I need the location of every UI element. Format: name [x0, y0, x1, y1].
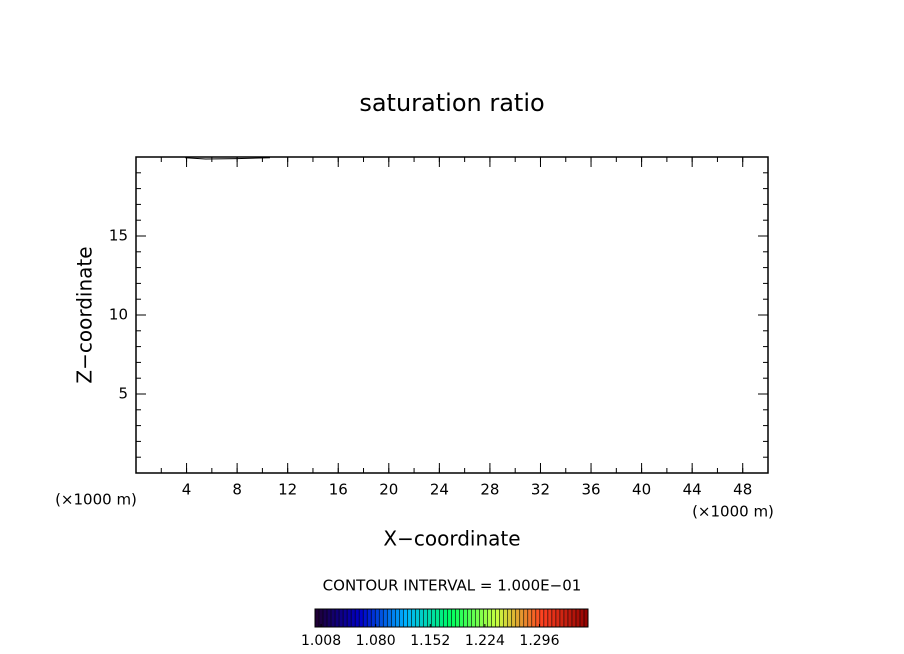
colorbar-stripe: [523, 609, 528, 627]
colorbar-stripe: [483, 609, 488, 627]
colorbar-stripe: [511, 609, 516, 627]
y-tick-label: 10: [109, 306, 128, 324]
y-tick-label: 5: [118, 385, 128, 403]
x-tick-label: 24: [430, 481, 449, 499]
x-tick-label: 36: [581, 481, 600, 499]
contour-interval: CONTOUR INTERVAL = 1.000E−01: [323, 577, 582, 595]
contour-line: [185, 157, 270, 160]
x-tick-label: 28: [480, 481, 499, 499]
colorbar-stripe: [411, 609, 416, 627]
colorbar-stripe: [531, 609, 536, 627]
x-tick-label: 20: [379, 481, 398, 499]
colorbar-stripe: [467, 609, 472, 627]
colorbar-stripe: [383, 609, 388, 627]
colorbar-stripe: [451, 609, 456, 627]
colorbar-stripe: [435, 609, 440, 627]
x-tick-label: 40: [632, 481, 651, 499]
colorbar-stripe: [395, 609, 400, 627]
colorbar-stripe: [563, 609, 568, 627]
colorbar-stripe: [447, 609, 452, 627]
colorbar-stripe: [519, 609, 524, 627]
chart-title: saturation ratio: [359, 89, 544, 117]
colorbar-stripe: [571, 609, 576, 627]
colorbar-stripe: [463, 609, 468, 627]
colorbar-stripe: [495, 609, 500, 627]
colorbar-stripe: [331, 609, 336, 627]
colorbar-stripe: [499, 609, 504, 627]
colorbar-tick-label: 1.224: [465, 633, 505, 649]
colorbar-stripe: [403, 609, 408, 627]
colorbar-stripe: [439, 609, 444, 627]
colorbar-stripe: [443, 609, 448, 627]
colorbar-stripe: [431, 609, 436, 627]
colorbar-stripe: [379, 609, 384, 627]
colorbar-stripe: [459, 609, 464, 627]
colorbar-stripe: [407, 609, 412, 627]
x-tick-label: 44: [683, 481, 702, 499]
colorbar-stripe: [479, 609, 484, 627]
colorbar-stripe: [567, 609, 572, 627]
colorbar-stripe: [551, 609, 556, 627]
x-unit: (×1000 m): [692, 503, 774, 521]
colorbar-stripe: [391, 609, 396, 627]
colorbar-stripe: [423, 609, 428, 627]
colorbar-stripe: [471, 609, 476, 627]
colorbar-stripe: [367, 609, 372, 627]
colorbar-stripe: [399, 609, 404, 627]
colorbar-stripe: [543, 609, 548, 627]
colorbar-stripe: [327, 609, 332, 627]
colorbar-stripe: [515, 609, 520, 627]
x-tick-label: 16: [329, 481, 348, 499]
colorbar-stripe: [475, 609, 480, 627]
colorbar-tick-label: 1.008: [301, 633, 341, 649]
colorbar-stripe: [503, 609, 508, 627]
colorbar-stripe: [527, 609, 532, 627]
colorbar-stripe: [455, 609, 460, 627]
colorbar-stripe: [427, 609, 432, 627]
colorbar-stripe: [583, 609, 588, 627]
colorbar-tick-label: 1.080: [356, 633, 396, 649]
x-tick-label: 8: [232, 481, 242, 499]
colorbar-tick-label: 1.296: [519, 633, 559, 649]
x-tick-label: 12: [278, 481, 297, 499]
colorbar-stripe: [323, 609, 328, 627]
colorbar-stripe: [487, 609, 492, 627]
colorbar-stripe: [319, 609, 324, 627]
colorbar-stripe: [575, 609, 580, 627]
colorbar-stripe: [559, 609, 564, 627]
x-axis-label: X−coordinate: [383, 527, 520, 551]
colorbar-stripe: [315, 609, 320, 627]
colorbar-stripe: [359, 609, 364, 627]
x-tick-label: 48: [733, 481, 752, 499]
colorbar-stripe: [507, 609, 512, 627]
colorbar-stripe: [363, 609, 368, 627]
plot-frame: [135, 156, 769, 474]
colorbar-stripe: [419, 609, 424, 627]
colorbar-stripe: [375, 609, 380, 627]
colorbar-stripe: [371, 609, 376, 627]
y-unit: (×1000 m): [55, 491, 137, 509]
y-axis-label: Z−coordinate: [73, 246, 97, 383]
colorbar-stripe: [335, 609, 340, 627]
colorbar-stripe: [491, 609, 496, 627]
colorbar-stripe: [555, 609, 560, 627]
colorbar-stripe: [351, 609, 356, 627]
colorbar-stripe: [535, 609, 540, 627]
x-tick-label: 32: [531, 481, 550, 499]
colorbar-stripe: [539, 609, 544, 627]
x-tick-label: 4: [182, 481, 192, 499]
colorbar-frame: [314, 608, 589, 628]
colorbar-tick-label: 1.152: [410, 633, 450, 649]
colorbar-stripe: [355, 609, 360, 627]
colorbar-stripe: [387, 609, 392, 627]
colorbar-stripe: [415, 609, 420, 627]
colorbar-stripe: [579, 609, 584, 627]
colorbar-stripe: [339, 609, 344, 627]
colorbar-stripe: [343, 609, 348, 627]
colorbar-stripe: [347, 609, 352, 627]
colorbar-stripe: [547, 609, 552, 627]
y-tick-label: 15: [109, 227, 128, 245]
